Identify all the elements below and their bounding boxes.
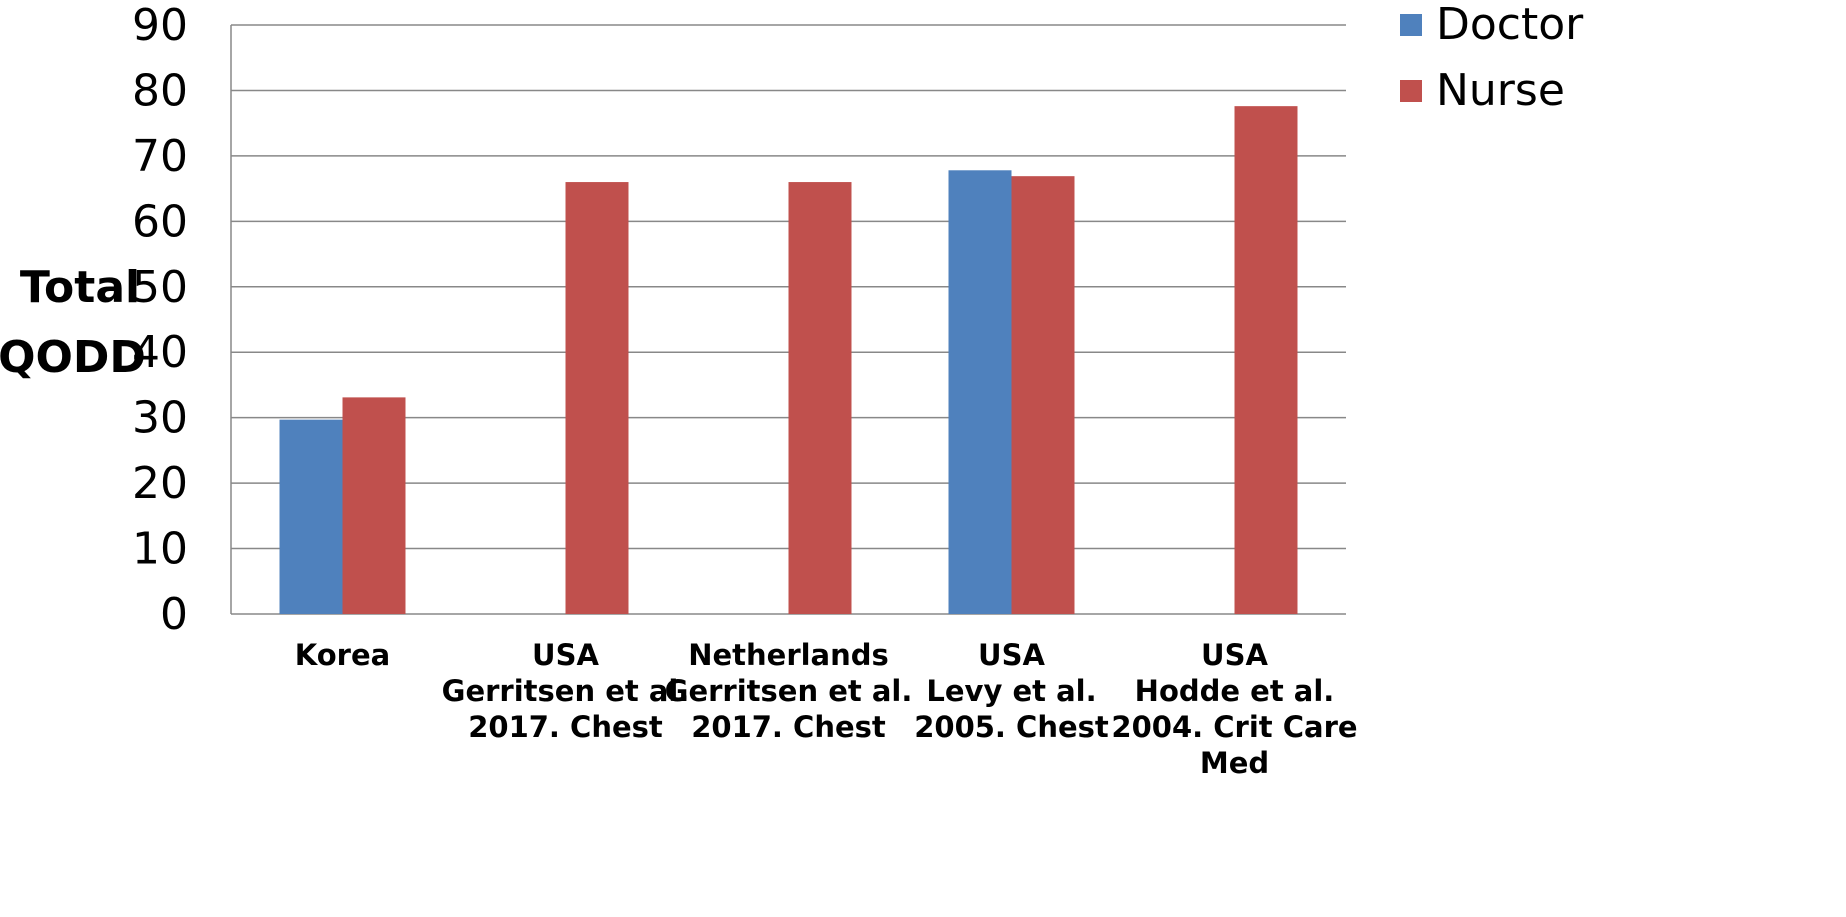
y-tick-label: 30 (132, 393, 188, 444)
legend: Doctor Nurse (1400, 0, 1584, 116)
category-label: Netherlands (688, 638, 889, 672)
y-tick-label: 20 (132, 458, 188, 509)
y-tick-label: 10 (132, 524, 188, 575)
y-axis-title-line: QODD (0, 332, 146, 383)
category-label: Levy et al. (926, 674, 1096, 708)
bar-nurse-2 (788, 182, 852, 615)
y-tick-label: 80 (132, 65, 188, 116)
bars (279, 106, 1298, 615)
y-axis-title: Total QODD (0, 262, 146, 383)
legend-label-nurse: Nurse (1436, 65, 1565, 116)
category-label: Gerritsen et al. (665, 674, 913, 708)
category-label: Hodde et al. (1135, 674, 1335, 708)
legend-swatch-nurse (1400, 80, 1422, 102)
y-tick-label: 60 (132, 196, 188, 247)
bar-nurse-0 (342, 397, 406, 614)
category-label: 2005. Chest (914, 710, 1109, 744)
bar-doctor-0 (279, 419, 343, 614)
y-tick-label: 70 (132, 131, 188, 182)
category-label: 2017. Chest (468, 710, 663, 744)
category-label: USA (978, 638, 1045, 672)
bar-nurse-1 (565, 182, 629, 615)
category-label: Med (1200, 746, 1269, 780)
legend-swatch-doctor (1400, 14, 1422, 36)
bar-doctor-3 (948, 170, 1012, 614)
bar-nurse-4 (1234, 106, 1298, 614)
y-tick-labels: 0 10 20 30 40 50 60 70 80 90 (132, 0, 188, 640)
y-tick-label: 50 (132, 262, 188, 313)
category-label: Korea (295, 638, 390, 672)
y-tick-label: 40 (132, 327, 188, 378)
bar-nurse-3 (1011, 176, 1075, 614)
category-label: Gerritsen et al. (442, 674, 690, 708)
y-tick-label: 0 (160, 589, 188, 640)
category-label: 2017. Chest (691, 710, 886, 744)
y-axis-title-line: Total (20, 262, 140, 313)
y-tick-label: 90 (132, 0, 188, 51)
category-label: USA (532, 638, 599, 672)
category-label: 2004. Crit Care (1111, 710, 1357, 744)
legend-label-doctor: Doctor (1436, 0, 1584, 50)
category-label: USA (1201, 638, 1268, 672)
